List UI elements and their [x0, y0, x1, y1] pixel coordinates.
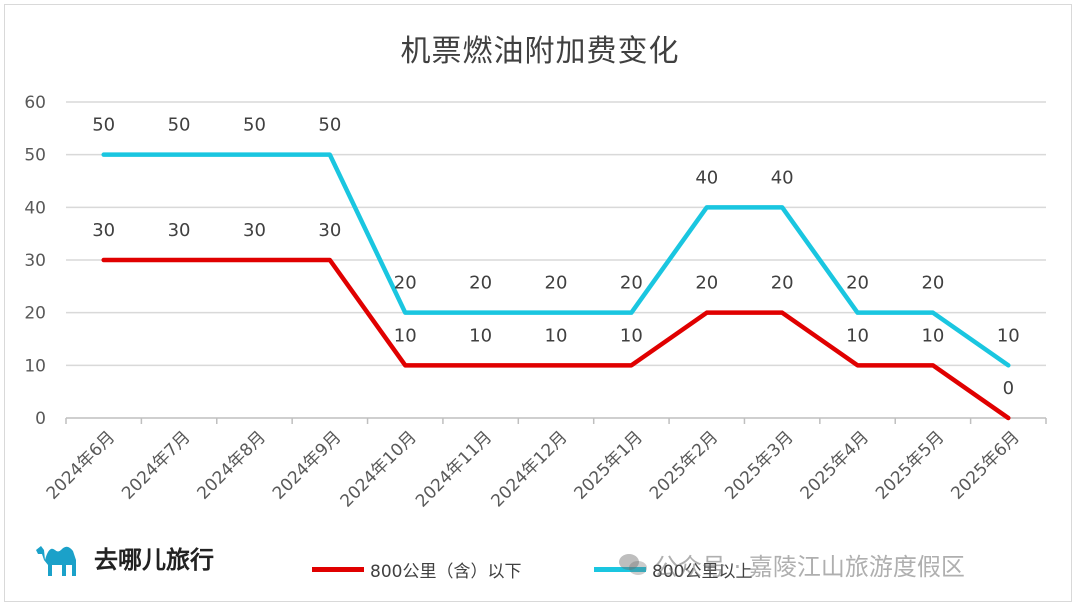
data-label: 50: [318, 115, 341, 136]
x-tick-label: 2024年8月: [194, 427, 270, 503]
data-label: 10: [620, 325, 643, 346]
data-label: 10: [469, 325, 492, 346]
data-label: 10: [921, 325, 944, 346]
brand-logo: 去哪儿旅行: [32, 536, 214, 578]
y-tick-label: 40: [24, 198, 46, 218]
data-label: 20: [620, 273, 643, 294]
x-tick-label: 2025年6月: [947, 427, 1023, 503]
data-label: 30: [243, 220, 266, 241]
brand-name: 去哪儿旅行: [94, 545, 214, 574]
x-tick-label: 2024年10月: [337, 427, 421, 511]
data-label: 30: [168, 220, 191, 241]
x-tick-label: 2025年2月: [646, 427, 722, 503]
wechat-icon: [619, 553, 647, 575]
x-tick-label: 2025年3月: [721, 427, 797, 503]
data-label: 30: [318, 220, 341, 241]
legend-swatch-red: [312, 567, 364, 572]
data-label: 50: [92, 115, 115, 136]
legend-item-series-1: 800公里（含）以下: [312, 557, 521, 582]
watermark-text: 公众号 · 嘉陵江山旅游度假区: [654, 553, 965, 581]
data-label: 50: [168, 115, 191, 136]
x-tick-label: 2024年6月: [43, 427, 119, 503]
y-tick-label: 30: [24, 251, 46, 271]
y-tick-label: 60: [24, 93, 46, 113]
data-label: 20: [921, 273, 944, 294]
legend-swatch-cyan: [594, 567, 646, 572]
chart-frame: [4, 4, 1072, 602]
camel-icon: [36, 546, 76, 576]
data-label: 0: [1003, 378, 1014, 399]
watermark: 公众号 · 嘉陵江山旅游度假区: [618, 547, 965, 582]
legend-label: 800公里以上: [652, 562, 753, 582]
data-label: 20: [695, 273, 718, 294]
x-tick-label: 2025年4月: [797, 427, 873, 503]
y-tick-label: 10: [24, 356, 46, 376]
x-tick-label: 2024年12月: [487, 427, 571, 511]
data-label: 20: [545, 273, 568, 294]
data-label: 40: [695, 167, 718, 188]
x-tick-label: 2025年5月: [872, 427, 948, 503]
series-line-2: [101, 152, 1011, 368]
data-label: 20: [469, 273, 492, 294]
legend-label: 800公里（含）以下: [370, 562, 522, 582]
x-tick-label: 2024年7月: [118, 427, 194, 503]
x-tick-label: 2024年9月: [269, 427, 345, 503]
data-label: 20: [394, 273, 417, 294]
data-label: 10: [997, 325, 1020, 346]
data-label: 30: [92, 220, 115, 241]
data-label: 50: [243, 115, 266, 136]
data-label: 10: [394, 325, 417, 346]
legend-item-series-2: 800公里以上: [594, 557, 752, 582]
x-tick-label: 2024年11月: [412, 427, 496, 511]
data-label: 20: [846, 273, 869, 294]
x-tick-label: 2025年1月: [570, 427, 646, 503]
data-label: 40: [771, 167, 794, 188]
y-tick-label: 20: [24, 304, 46, 324]
y-tick-label: 0: [35, 409, 46, 429]
chart-title: 机票燃油附加费变化: [400, 34, 680, 69]
data-label: 20: [771, 273, 794, 294]
data-label: 10: [545, 325, 568, 346]
y-tick-label: 50: [24, 146, 46, 166]
series-line-1: [101, 257, 1011, 421]
data-label: 10: [846, 325, 869, 346]
